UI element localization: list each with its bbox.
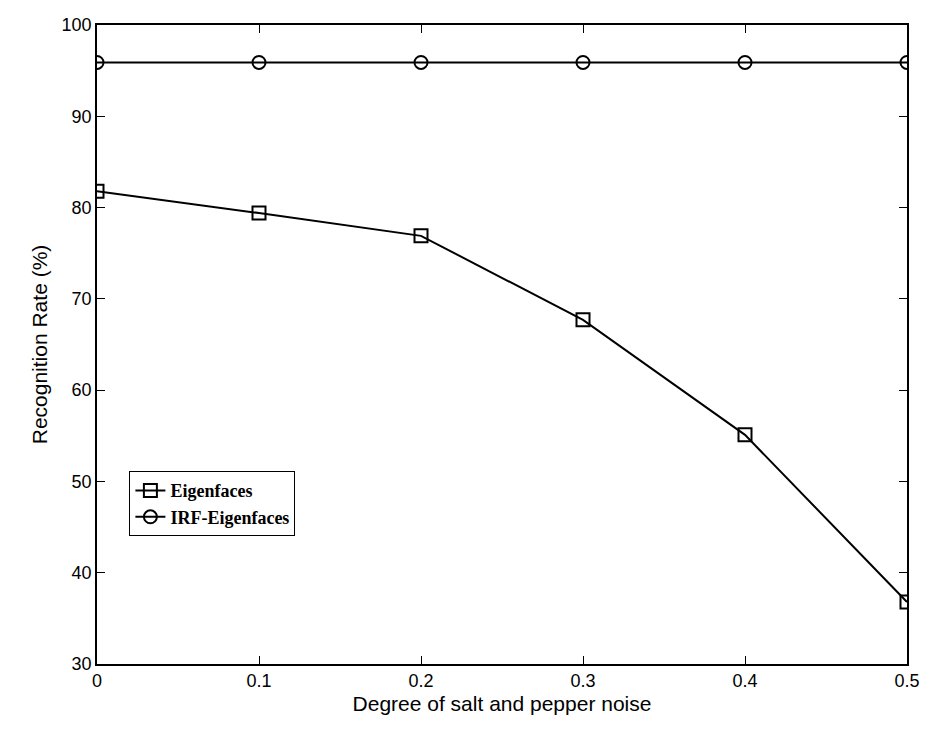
- svg-text:40: 40: [72, 563, 92, 583]
- svg-text:50: 50: [72, 472, 92, 492]
- svg-text:0.5: 0.5: [894, 671, 919, 691]
- svg-text:Degree of salt and pepper nois: Degree of salt and pepper noise: [353, 692, 652, 715]
- svg-text:Recognition Rate (%): Recognition Rate (%): [28, 245, 51, 445]
- svg-text:0.1: 0.1: [246, 671, 271, 691]
- svg-text:80: 80: [72, 198, 92, 218]
- svg-text:0.4: 0.4: [732, 671, 757, 691]
- svg-text:IRF-Eigenfaces: IRF-Eigenfaces: [170, 508, 289, 528]
- svg-text:0.2: 0.2: [408, 671, 433, 691]
- svg-text:100: 100: [62, 15, 92, 35]
- svg-text:Eigenfaces: Eigenfaces: [170, 481, 252, 501]
- svg-text:0.3: 0.3: [570, 671, 595, 691]
- svg-text:70: 70: [72, 289, 92, 309]
- svg-text:30: 30: [72, 654, 92, 674]
- svg-text:60: 60: [72, 380, 92, 400]
- svg-text:0: 0: [92, 671, 102, 691]
- svg-text:90: 90: [72, 107, 92, 127]
